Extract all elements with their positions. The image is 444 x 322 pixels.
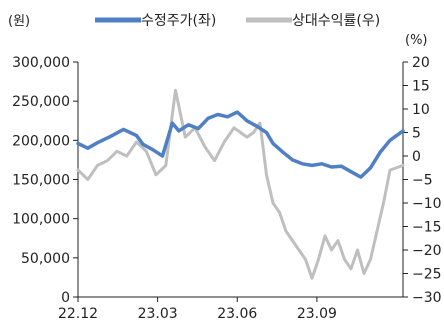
right-tick-label: 5 xyxy=(412,126,421,142)
left-tick-label: 200,000 xyxy=(12,133,70,149)
right-tick-label: 15 xyxy=(412,79,430,95)
legend-relative-label: 상대수익률(우) xyxy=(292,13,380,29)
left-tick-label: 0 xyxy=(61,290,70,306)
right-tick-label: −5 xyxy=(412,173,433,189)
legend: 수정주가(좌) 상대수익률(우) xyxy=(95,13,380,29)
right-tick-label: 20 xyxy=(412,55,430,71)
left-axis-unit: (원) xyxy=(8,14,30,29)
series-relative-line xyxy=(76,88,405,280)
x-axis-ticks: 22.12 23.03 23.06 23.09 xyxy=(58,297,337,322)
legend-price-label: 수정주가(좌) xyxy=(141,13,216,29)
left-tick-label: 300,000 xyxy=(12,55,70,71)
right-tick-label: −10 xyxy=(412,196,442,212)
right-axis-ticks: 20 15 10 5 0 −5 −10 −15 −20 −25 −30 xyxy=(403,55,442,306)
left-tick-label: 150,000 xyxy=(12,173,70,189)
left-tick-label: 50,000 xyxy=(21,251,70,267)
right-tick-label: −25 xyxy=(412,267,442,283)
left-tick-label: 100,000 xyxy=(12,212,70,228)
right-tick-label: −15 xyxy=(412,220,442,236)
right-tick-label: 0 xyxy=(412,149,421,165)
left-axis-ticks: 0 50,000 100,000 150,000 200,000 250,000 300,0… xyxy=(12,55,78,306)
right-tick-label: −20 xyxy=(412,243,442,259)
x-tick-label: 23.06 xyxy=(217,306,257,322)
right-tick-label: −30 xyxy=(412,290,442,306)
series-price-line xyxy=(76,110,405,179)
right-axis-unit: (%) xyxy=(405,33,428,48)
x-tick-label: 23.09 xyxy=(297,306,337,322)
left-tick-label: 250,000 xyxy=(12,94,70,110)
series-layer xyxy=(76,88,405,280)
right-tick-label: 10 xyxy=(412,102,430,118)
x-tick-label: 23.03 xyxy=(138,306,178,322)
x-tick-label: 22.12 xyxy=(58,306,98,322)
